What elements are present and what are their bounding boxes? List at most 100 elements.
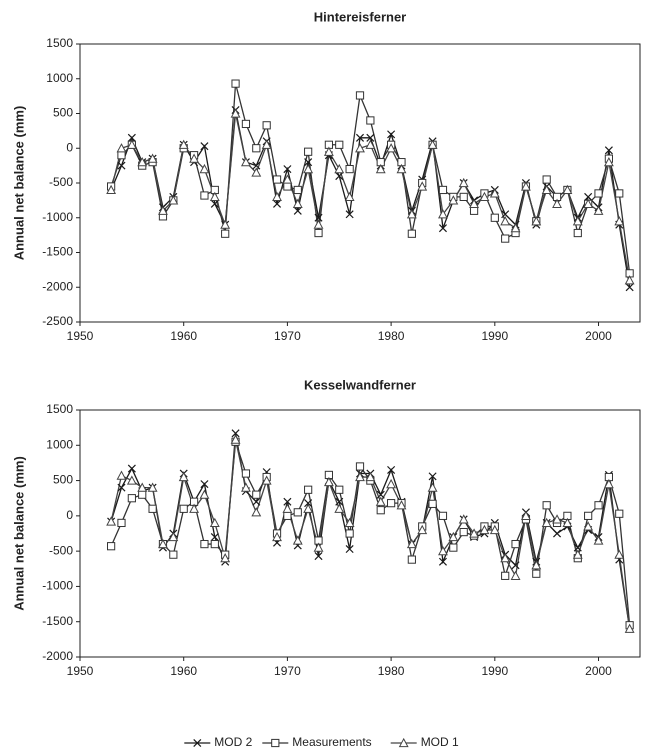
marker-x <box>210 533 219 542</box>
x-tick-label: 1970 <box>274 329 301 343</box>
marker-triangle <box>469 198 480 208</box>
marker-x <box>335 497 344 506</box>
marker-square <box>117 151 126 160</box>
marker-triangle <box>406 538 417 549</box>
marker-square <box>449 543 458 552</box>
marker-square <box>501 571 510 580</box>
marker-triangle <box>230 434 241 444</box>
chart-title: Hintereisferner <box>314 9 406 24</box>
marker-x <box>314 213 323 222</box>
marker-square <box>252 144 261 153</box>
y-tick-label: 1000 <box>46 437 73 451</box>
marker-square <box>355 462 365 471</box>
series-line <box>110 433 631 629</box>
marker-triangle <box>572 549 583 559</box>
marker-triangle <box>583 521 594 531</box>
marker-x <box>511 561 520 570</box>
marker-triangle <box>116 470 127 480</box>
marker-square <box>241 119 251 129</box>
marker-square <box>428 499 437 508</box>
y-axis-label: Annual net balance (mm) <box>11 106 26 261</box>
marker-triangle <box>469 528 480 538</box>
marker-triangle <box>137 482 148 492</box>
marker-x <box>117 161 126 170</box>
marker-triangle <box>334 163 345 174</box>
marker-triangle <box>209 517 220 528</box>
marker-triangle <box>624 623 635 633</box>
marker-triangle <box>417 181 428 191</box>
series-line <box>110 439 631 629</box>
marker-triangle <box>406 209 417 219</box>
marker-square <box>221 229 230 238</box>
marker-x <box>283 497 292 506</box>
marker-x <box>273 199 282 208</box>
marker-triangle <box>126 139 137 149</box>
marker-triangle <box>303 503 314 513</box>
marker-triangle <box>344 191 355 201</box>
marker-triangle <box>396 500 407 510</box>
marker-triangle <box>552 198 562 208</box>
marker-square <box>293 185 302 195</box>
marker-x <box>584 192 593 201</box>
marker-x <box>366 133 375 142</box>
marker-triangle <box>313 219 324 229</box>
marker-square <box>345 165 354 174</box>
marker-square <box>573 228 582 238</box>
marker-triangle <box>323 146 334 156</box>
marker-square <box>490 213 499 222</box>
marker-square <box>283 182 292 191</box>
marker-triangle <box>199 163 210 174</box>
marker-triangle <box>261 139 272 149</box>
series-line <box>110 83 631 274</box>
y-tick-label: 500 <box>53 473 73 487</box>
marker-x <box>117 483 126 492</box>
y-tick-label: 500 <box>53 106 73 120</box>
plot-frame <box>79 409 641 658</box>
legend-label: Measurements <box>292 735 371 749</box>
marker-square <box>169 550 178 559</box>
marker-triangle <box>427 139 438 149</box>
x-tick-label: 1960 <box>170 664 197 678</box>
legend-label: MOD 1 <box>421 735 459 749</box>
marker-triangle <box>386 478 397 489</box>
marker-triangle <box>261 475 272 485</box>
marker-x <box>345 545 354 554</box>
marker-triangle <box>583 198 594 208</box>
marker-triangle <box>365 471 376 482</box>
marker-x <box>625 283 634 292</box>
marker-triangle <box>396 163 407 174</box>
marker-square <box>200 539 209 549</box>
marker-square <box>542 175 551 184</box>
marker-x <box>501 210 510 219</box>
marker-triangle <box>489 188 500 198</box>
marker-x <box>193 738 202 748</box>
y-tick-label: -1000 <box>42 579 73 593</box>
marker-square <box>469 206 479 215</box>
marker-triangle <box>106 184 117 195</box>
y-axis-label: Annual net balance (mm) <box>11 456 26 611</box>
marker-triangle <box>603 478 614 489</box>
marker-square <box>293 508 302 517</box>
marker-triangle <box>292 535 303 545</box>
marker-x <box>573 543 582 552</box>
marker-triangle <box>168 195 179 205</box>
marker-square <box>127 494 136 503</box>
marker-x <box>127 464 136 473</box>
marker-triangle <box>398 737 409 748</box>
marker-square <box>200 191 209 200</box>
marker-square <box>615 509 624 518</box>
marker-x <box>553 529 562 538</box>
marker-square <box>376 506 385 515</box>
marker-square <box>335 140 344 149</box>
marker-triangle <box>614 549 625 559</box>
y-tick-label: -2000 <box>42 649 73 663</box>
y-tick-label: 1500 <box>46 402 73 416</box>
marker-triangle <box>417 524 428 535</box>
chart-title: Kesselwandferner <box>304 377 416 392</box>
marker-triangle <box>116 143 127 153</box>
marker-triangle <box>593 535 604 545</box>
marker-triangle <box>209 191 220 201</box>
marker-triangle <box>510 570 521 580</box>
marker-square <box>231 79 240 88</box>
